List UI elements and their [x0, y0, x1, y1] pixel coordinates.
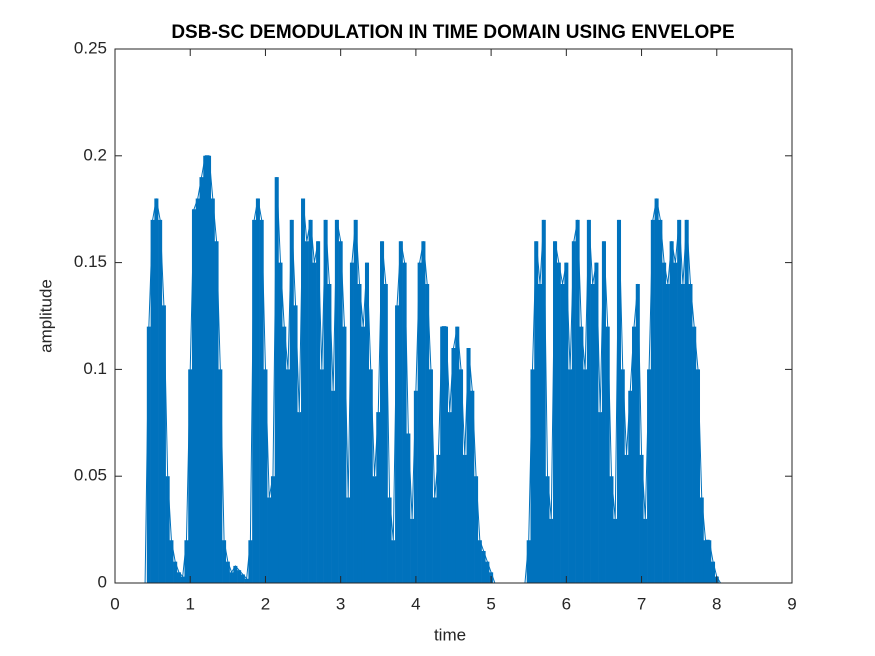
x-tick-label: 1 — [185, 594, 194, 613]
y-axis-label: amplitude — [36, 279, 55, 353]
x-axis-label: time — [434, 625, 466, 644]
x-tick-label: 7 — [637, 594, 646, 613]
x-tick-label: 6 — [562, 594, 571, 613]
y-tick-label: 0.25 — [74, 38, 107, 57]
x-tick-label: 3 — [336, 594, 345, 613]
chart-title: DSB-SC DEMODULATION IN TIME DOMAIN USING… — [171, 22, 734, 43]
signal-line — [115, 155, 762, 584]
y-tick-label: 0.15 — [74, 252, 107, 271]
y-tick-label: 0.1 — [83, 359, 107, 378]
y-tick-label: 0.2 — [83, 145, 107, 164]
y-tick-label: 0.05 — [74, 466, 107, 485]
x-tick-label: 4 — [411, 594, 420, 613]
axes-box — [114, 48, 793, 584]
x-tick-label: 2 — [261, 594, 270, 613]
x-tick-label: 9 — [787, 594, 796, 613]
x-tick-label: 8 — [712, 594, 721, 613]
x-tick-label: 5 — [486, 594, 495, 613]
x-tick-label: 0 — [110, 594, 119, 613]
y-tick-label: 0 — [98, 572, 107, 591]
